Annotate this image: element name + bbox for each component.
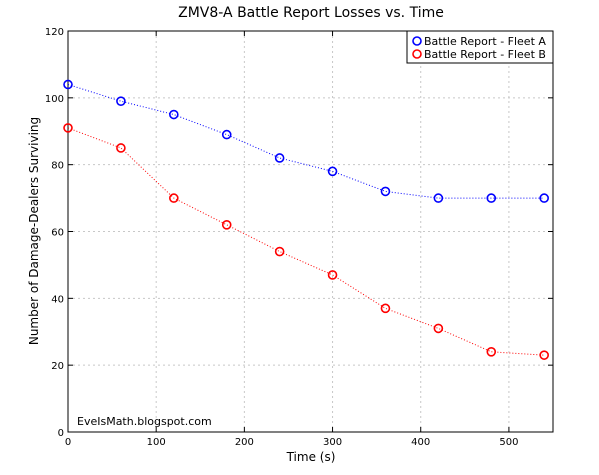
grid — [67, 30, 553, 433]
data-point — [380, 303, 391, 314]
legend-box — [406, 30, 554, 64]
data-point — [221, 220, 232, 230]
y-axis-label: Number of Damage-Dealers Surviving — [27, 117, 41, 345]
legend-label: Battle Report - Fleet B — [424, 48, 546, 61]
y-tick-label: 100 — [45, 94, 64, 105]
data-point — [116, 143, 126, 153]
x-axis: 0 100 200 300 400 500 — [65, 31, 518, 448]
data-point — [221, 129, 232, 140]
x-tick-label: 0 — [65, 437, 71, 448]
x-axis-label: Time (s) — [286, 450, 336, 464]
data-point — [380, 186, 391, 197]
series-line-1 — [67, 127, 545, 356]
data-point — [274, 246, 285, 257]
y-tick-label: 120 — [45, 27, 64, 38]
x-tick-label: 200 — [235, 437, 254, 448]
plot-area — [67, 30, 554, 433]
x-tick-label: 300 — [323, 437, 342, 448]
data-point — [327, 166, 338, 177]
data-point — [433, 193, 444, 203]
y-tick-label: 20 — [51, 361, 64, 372]
x-tick-label: 100 — [147, 437, 166, 448]
y-tick-label: 0 — [58, 428, 64, 439]
x-tick-label: 500 — [499, 437, 518, 448]
data-point — [169, 109, 179, 120]
y-axis: 0 20 40 60 80 100 120 — [45, 27, 553, 439]
data-point — [274, 153, 285, 163]
data-point — [539, 350, 549, 360]
watermark-annotation: EveIsMath.blogspot.com — [77, 415, 212, 428]
data-point — [539, 193, 549, 203]
data-point — [327, 270, 338, 280]
y-tick-label: 60 — [51, 228, 64, 239]
legend-marker — [412, 49, 422, 59]
data-point — [63, 79, 73, 90]
data-point — [433, 323, 444, 334]
data-point — [486, 193, 497, 203]
y-tick-label: 80 — [51, 161, 64, 172]
series-layer — [63, 79, 549, 360]
data-point — [63, 123, 73, 133]
y-tick-label: 40 — [51, 294, 64, 305]
data-point — [169, 193, 179, 203]
data-point — [116, 96, 126, 106]
chart-title: ZMV8-A Battle Report Losses vs. Time — [178, 5, 444, 21]
legend-label: Battle Report - Fleet A — [424, 35, 546, 48]
data-point — [486, 346, 497, 357]
x-tick-label: 400 — [411, 437, 430, 448]
legend-marker — [412, 36, 422, 46]
series-line-0 — [67, 83, 545, 199]
